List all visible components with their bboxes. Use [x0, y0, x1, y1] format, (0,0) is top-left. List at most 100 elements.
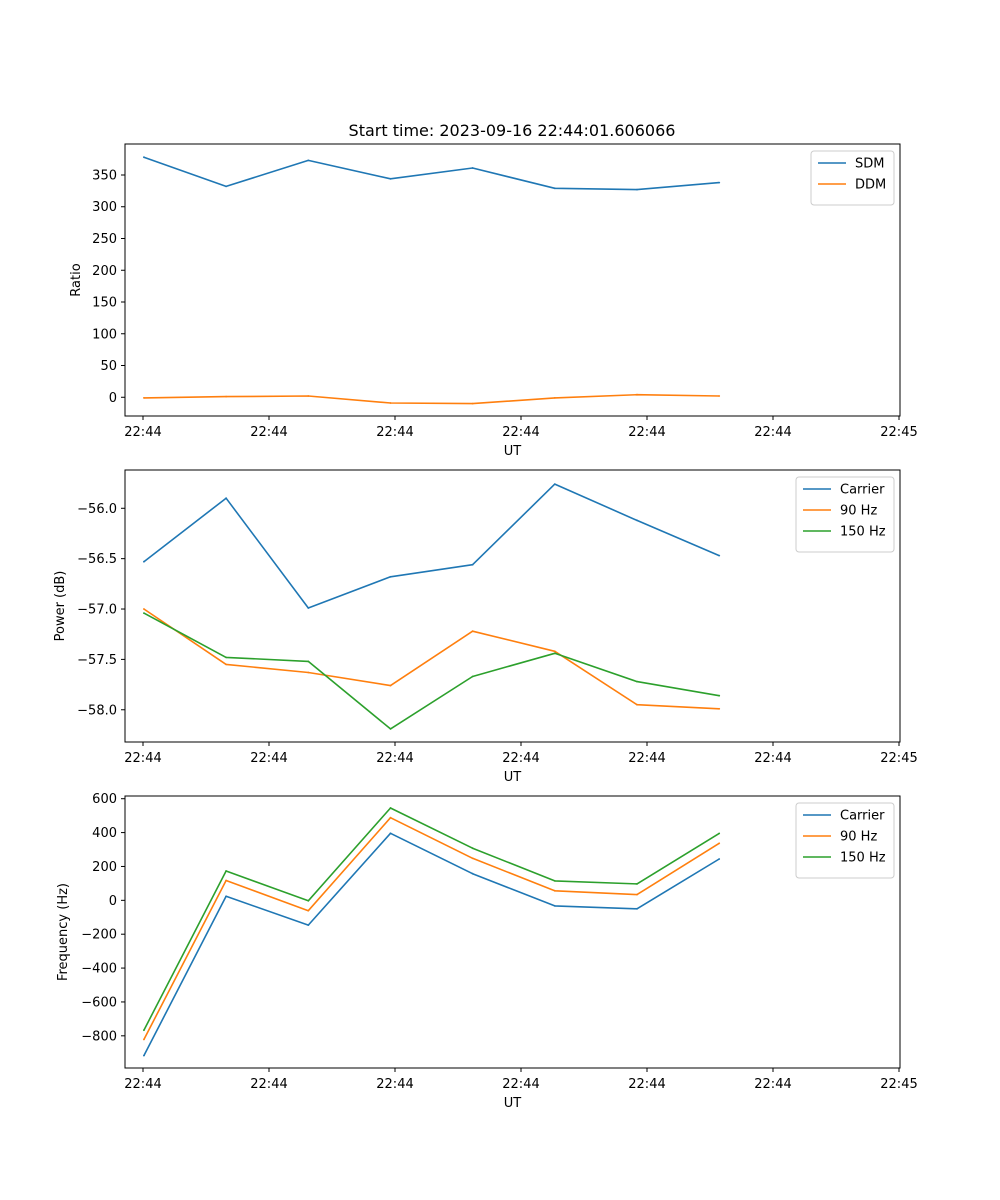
data-point	[471, 563, 474, 566]
legend-label: 150 Hz	[840, 525, 886, 540]
x-tick-label: 22:44	[754, 425, 791, 440]
legend-label: 150 Hz	[840, 851, 886, 866]
data-point	[553, 905, 556, 907]
legend-box	[795, 802, 895, 879]
data-point	[389, 807, 392, 809]
data-point	[225, 497, 228, 500]
y-tick-label: 0	[109, 894, 117, 909]
y-tick-label: −200	[81, 928, 117, 943]
data-point	[225, 895, 228, 898]
data-point	[389, 684, 392, 687]
x-tick-label: 22:44	[502, 425, 539, 440]
y-tick-label: −58.0	[77, 703, 117, 718]
x-tick-label: 22:44	[124, 1077, 161, 1092]
data-point	[143, 612, 145, 614]
data-point	[225, 870, 228, 872]
y-tick-label: 0	[109, 391, 117, 406]
legend: Carrier 90 Hz 150 Hz	[795, 476, 895, 553]
y-axis-label: Power (dB)	[53, 571, 68, 642]
y-tick-label: −600	[81, 995, 117, 1010]
data-point	[636, 393, 638, 396]
x-tick-label: 22:45	[880, 1077, 917, 1092]
legend-box	[810, 150, 895, 206]
x-tick-label: 22:44	[250, 751, 287, 766]
data-point	[553, 652, 556, 655]
y-tick-label: 400	[92, 826, 117, 841]
x-tick-label: 22:44	[376, 425, 413, 440]
y-tick-label: 300	[92, 200, 117, 215]
data-point	[225, 656, 228, 659]
data-point	[307, 660, 310, 663]
axes-frame	[124, 795, 901, 1069]
data-point	[307, 671, 310, 674]
x-tick-label: 22:44	[502, 1077, 539, 1092]
y-tick-label: 200	[92, 264, 117, 279]
x-tick-label: 22:44	[754, 1077, 791, 1092]
series-line-90-hz	[143, 608, 720, 710]
y-tick-label: 100	[92, 327, 117, 342]
data-point	[553, 880, 556, 882]
data-point	[471, 847, 474, 850]
data-point	[307, 899, 310, 902]
data-point	[471, 630, 474, 633]
data-point	[143, 156, 145, 159]
y-tick-label: −400	[81, 962, 117, 977]
y-tick-label: −57.5	[77, 653, 117, 668]
data-point	[389, 402, 392, 404]
data-point	[636, 680, 638, 683]
data-point	[718, 832, 721, 835]
data-point	[636, 703, 638, 706]
legend-label: 90 Hz	[840, 830, 877, 845]
data-point	[636, 188, 638, 191]
y-axis-label: Frequency (Hz)	[56, 883, 71, 981]
series-line-carrier	[143, 832, 720, 1056]
x-axis-label: UT	[504, 1096, 522, 1111]
data-point	[718, 395, 721, 397]
data-point	[389, 832, 392, 835]
data-point	[636, 907, 638, 910]
data-point	[389, 575, 392, 578]
y-tick-label: −800	[81, 1029, 117, 1044]
data-point	[718, 694, 721, 697]
data-point	[307, 159, 310, 162]
data-point	[225, 663, 228, 666]
x-tick-label: 22:44	[250, 1077, 287, 1092]
figure-title: Start time: 2023-09-16 22:44:01.606066	[349, 121, 676, 140]
axes-frame	[124, 143, 901, 417]
data-point	[718, 554, 721, 557]
data-point	[718, 858, 721, 860]
data-point	[553, 889, 556, 892]
y-axis-label: Ratio	[69, 263, 84, 296]
data-point	[307, 909, 310, 912]
y-tick-label: 150	[92, 296, 117, 311]
x-tick-label: 22:45	[880, 751, 917, 766]
data-point	[307, 395, 310, 397]
data-point	[225, 879, 228, 882]
x-tick-label: 22:44	[754, 751, 791, 766]
legend: SDM DDM	[810, 150, 895, 206]
x-tick-label: 22:44	[124, 425, 161, 440]
data-point	[553, 650, 556, 653]
data-point	[718, 842, 721, 845]
axes-frame	[124, 469, 901, 743]
legend-label: Carrier	[840, 483, 885, 498]
x-tick-label: 22:44	[628, 751, 665, 766]
data-point	[143, 560, 145, 563]
legend-label: 90 Hz	[840, 504, 877, 519]
data-point	[471, 402, 474, 405]
data-point	[718, 181, 721, 184]
y-tick-label: −57.0	[77, 603, 117, 618]
data-point	[143, 397, 145, 399]
chart-panel-1: 22:44 22:44 22:44 22:44 22:44 22:44 22:45 0 50 10…	[69, 143, 918, 459]
legend: Carrier 90 Hz 150 Hz	[795, 802, 895, 879]
x-tick-label: 22:44	[250, 425, 287, 440]
data-point	[636, 893, 638, 896]
chart-panel-3: 22:44 22:44 22:44 22:44 22:44 22:44 22:45 −800 −…	[56, 792, 918, 1111]
data-point	[389, 728, 392, 730]
data-point	[143, 1029, 145, 1032]
data-point	[553, 187, 556, 190]
x-tick-label: 22:44	[628, 425, 665, 440]
x-tick-label: 22:44	[376, 751, 413, 766]
x-tick-label: 22:45	[880, 425, 917, 440]
data-point	[553, 397, 556, 399]
